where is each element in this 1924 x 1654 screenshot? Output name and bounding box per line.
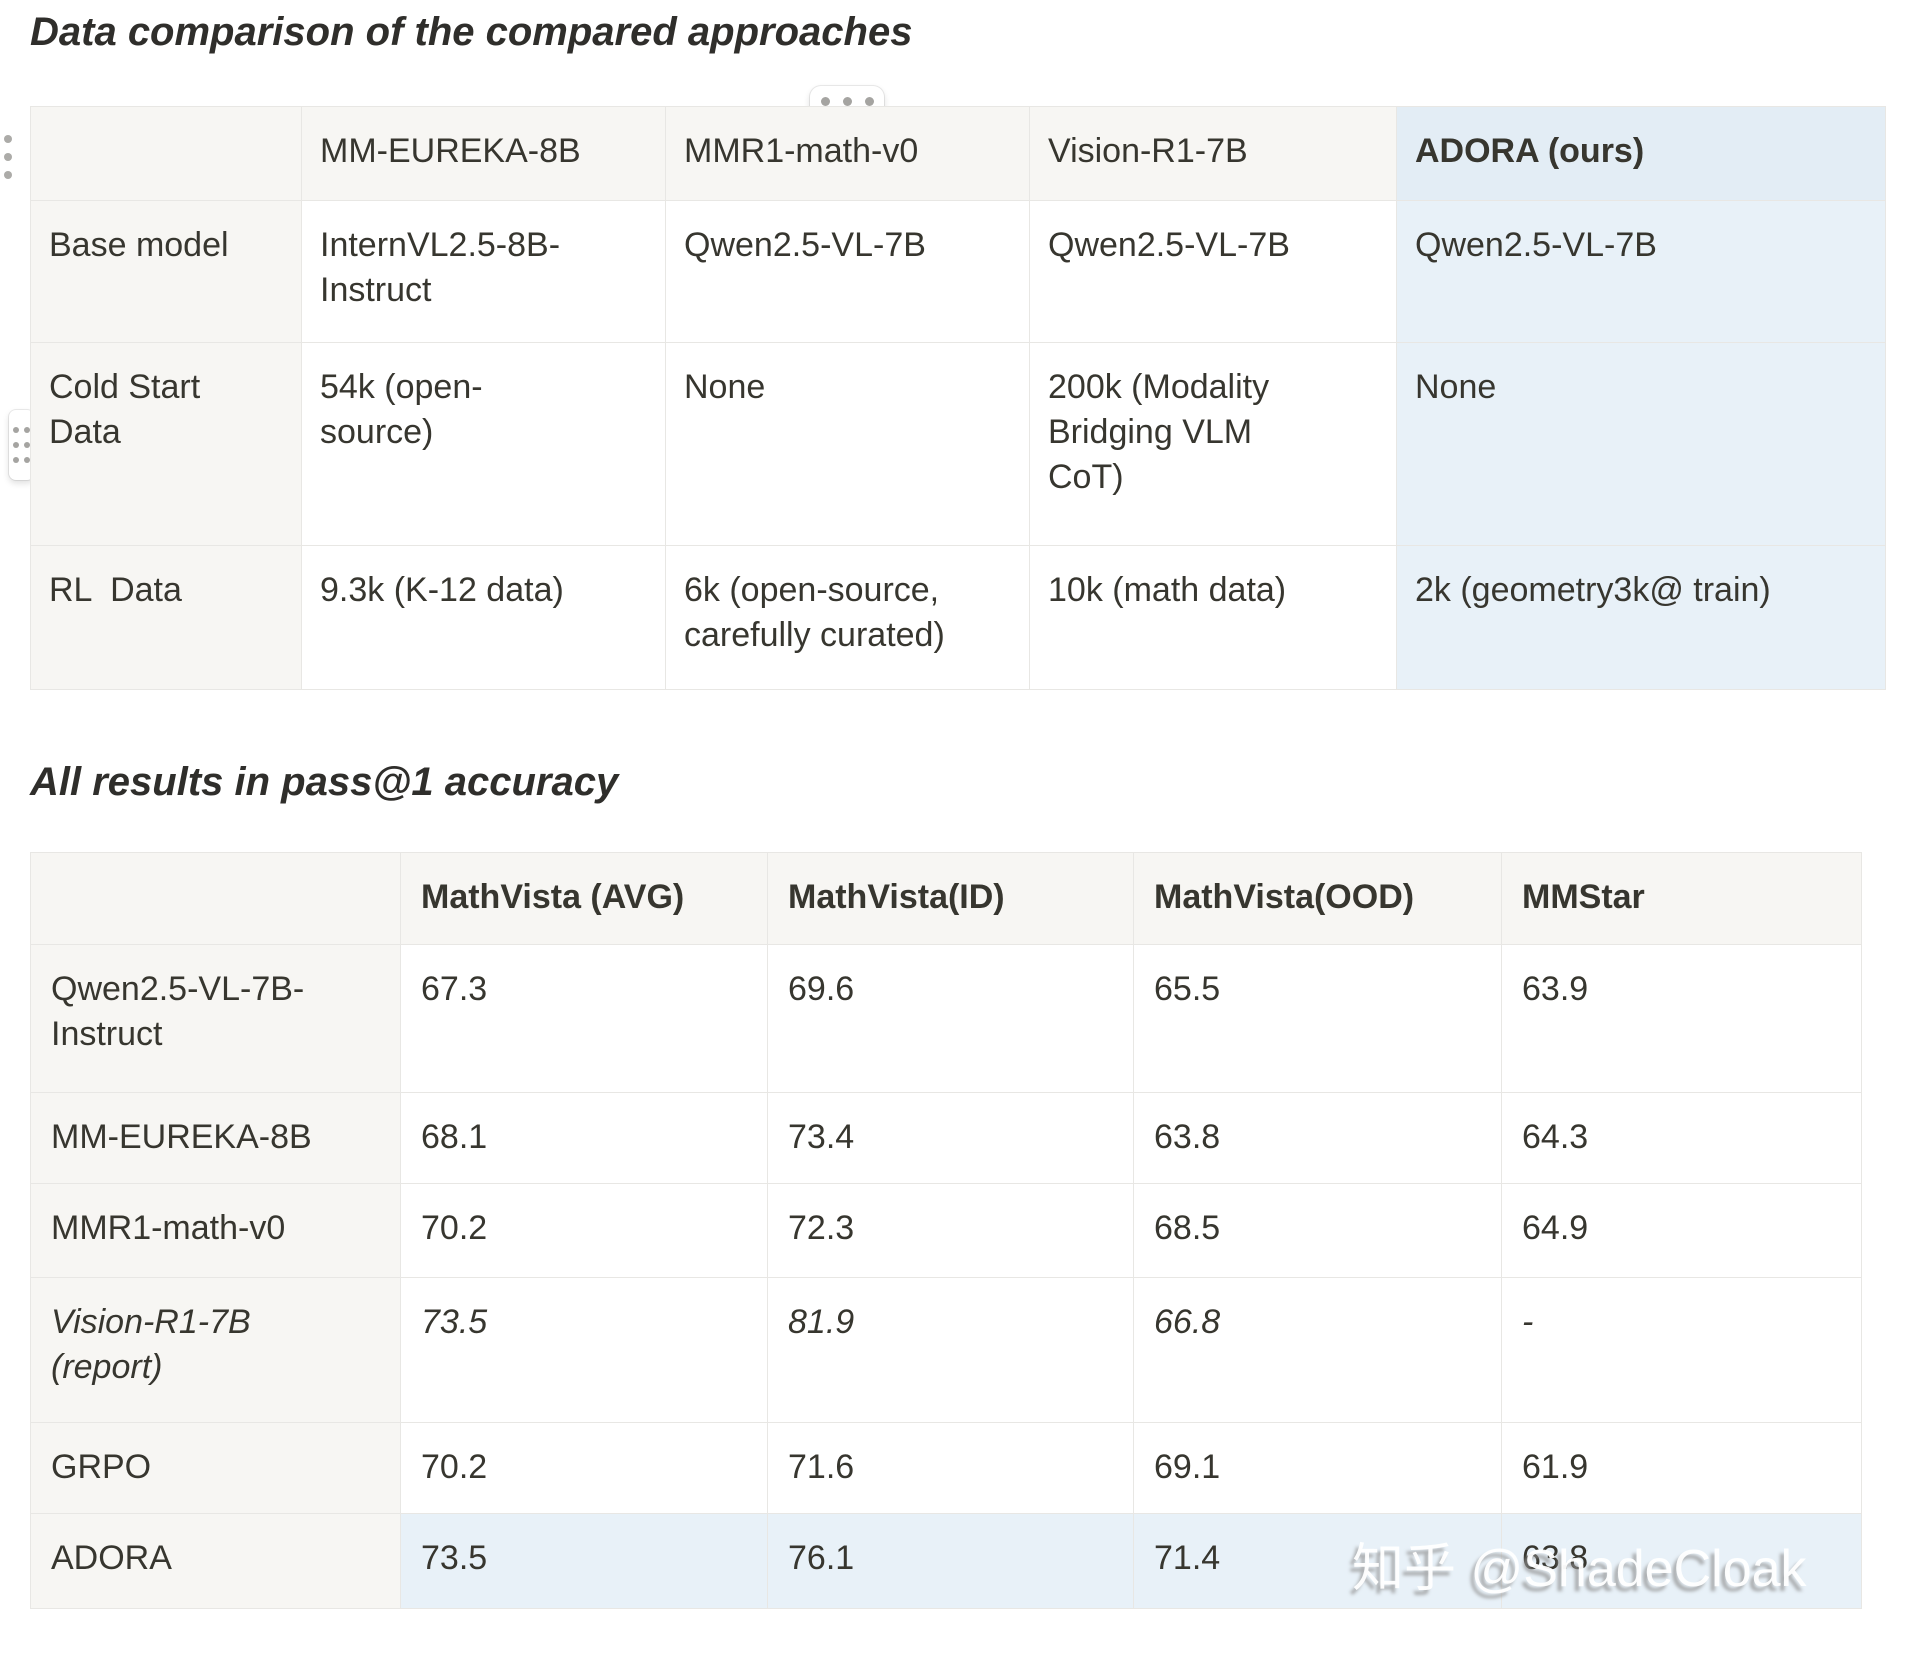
- page-title-results: All results in pass@1 accuracy: [30, 760, 619, 804]
- column-header-mathvista-avg[interactable]: MathVista (AVG): [400, 852, 768, 945]
- table-row: RL Data 9.3k (K-12 data) 6k (open-source…: [30, 545, 1886, 690]
- table-cell[interactable]: 9.3k (K-12 data): [301, 545, 666, 690]
- column-header-mathvista-ood[interactable]: MathVista(OOD): [1133, 852, 1502, 945]
- table-cell[interactable]: 63.8: [1133, 1092, 1502, 1184]
- table-cell[interactable]: 71.6: [767, 1422, 1134, 1514]
- row-label[interactable]: MMR1-math-v0: [30, 1183, 401, 1278]
- block-drag-handle-icon[interactable]: [4, 135, 12, 179]
- table-cell[interactable]: None: [1396, 342, 1886, 546]
- watermark: 知乎 @ShadeCloak: [1352, 1540, 1807, 1598]
- row-label[interactable]: Vision-R1-7B (report): [30, 1277, 401, 1423]
- table-cell[interactable]: 69.6: [767, 944, 1134, 1093]
- table-cell[interactable]: 64.9: [1501, 1183, 1862, 1278]
- table-cell[interactable]: 64.3: [1501, 1092, 1862, 1184]
- table-row: Base model InternVL2.5-8B- Instruct Qwen…: [30, 200, 1886, 343]
- row-label[interactable]: MM-EUREKA-8B: [30, 1092, 401, 1184]
- row-label[interactable]: RL Data: [30, 545, 302, 690]
- table-cell[interactable]: 73.4: [767, 1092, 1134, 1184]
- table-cell[interactable]: 76.1: [767, 1513, 1134, 1609]
- table-cell[interactable]: 72.3: [767, 1183, 1134, 1278]
- table-cell[interactable]: 6k (open-source, carefully curated): [665, 545, 1030, 690]
- table-cell[interactable]: 70.2: [400, 1183, 768, 1278]
- data-comparison-table: MM-EUREKA-8B MMR1-math-v0 Vision-R1-7B A…: [30, 106, 1886, 690]
- table-row: ADORA 73.5 76.1 71.4 63.8: [30, 1513, 1862, 1609]
- table-cell[interactable]: 73.5: [400, 1513, 768, 1609]
- table-row: Qwen2.5-VL-7B- Instruct 67.3 69.6 65.5 6…: [30, 944, 1862, 1093]
- table-cell[interactable]: 73.5: [400, 1277, 768, 1423]
- table-cell[interactable]: 2k (geometry3k@ train): [1396, 545, 1886, 690]
- table-cell[interactable]: 61.9: [1501, 1422, 1862, 1514]
- table-cell[interactable]: 71.4: [1133, 1513, 1502, 1609]
- table-cell[interactable]: 63.8: [1501, 1513, 1862, 1609]
- page-title-data-comparison: Data comparison of the compared approach…: [30, 10, 913, 54]
- table-cell[interactable]: None: [665, 342, 1030, 546]
- corner-header-cell[interactable]: [30, 852, 401, 945]
- row-label[interactable]: GRPO: [30, 1422, 401, 1514]
- table-row: MMR1-math-v0 70.2 72.3 68.5 64.9: [30, 1183, 1862, 1278]
- table-cell[interactable]: 69.1: [1133, 1422, 1502, 1514]
- row-label[interactable]: Base model: [30, 200, 302, 343]
- column-header-mmstar[interactable]: MMStar: [1501, 852, 1862, 945]
- table-cell[interactable]: InternVL2.5-8B- Instruct: [301, 200, 666, 343]
- table-cell[interactable]: 81.9: [767, 1277, 1134, 1423]
- table-cell[interactable]: 200k (Modality Bridging VLM CoT): [1029, 342, 1397, 546]
- table-cell[interactable]: 10k (math data): [1029, 545, 1397, 690]
- corner-header-cell[interactable]: [30, 106, 302, 201]
- table-cell[interactable]: 65.5: [1133, 944, 1502, 1093]
- column-header-vision-r1[interactable]: Vision-R1-7B: [1029, 106, 1397, 201]
- table-cell[interactable]: 66.8: [1133, 1277, 1502, 1423]
- column-header-mmr1[interactable]: MMR1-math-v0: [665, 106, 1030, 201]
- table-row: Cold Start Data 54k (open- source) None …: [30, 342, 1886, 546]
- table-row: GRPO 70.2 71.6 69.1 61.9: [30, 1422, 1862, 1514]
- table-cell[interactable]: Qwen2.5-VL-7B: [1396, 200, 1886, 343]
- row-label[interactable]: ADORA: [30, 1513, 401, 1609]
- table-row: Vision-R1-7B (report) 73.5 81.9 66.8 -: [30, 1277, 1862, 1423]
- row-label[interactable]: Cold Start Data: [30, 342, 302, 546]
- table-cell[interactable]: 70.2: [400, 1422, 768, 1514]
- table-cell[interactable]: 68.5: [1133, 1183, 1502, 1278]
- table-cell[interactable]: -: [1501, 1277, 1862, 1423]
- table-cell[interactable]: 54k (open- source): [301, 342, 666, 546]
- column-header-mathvista-id[interactable]: MathVista(ID): [767, 852, 1134, 945]
- row-label[interactable]: Qwen2.5-VL-7B- Instruct: [30, 944, 401, 1093]
- table-cell[interactable]: 67.3: [400, 944, 768, 1093]
- table-cell[interactable]: 68.1: [400, 1092, 768, 1184]
- table-cell[interactable]: Qwen2.5-VL-7B: [665, 200, 1030, 343]
- row-drag-handle-icon[interactable]: [9, 410, 34, 480]
- column-header-adora[interactable]: ADORA (ours): [1396, 106, 1886, 201]
- table-cell[interactable]: Qwen2.5-VL-7B: [1029, 200, 1397, 343]
- table-cell[interactable]: 63.9: [1501, 944, 1862, 1093]
- column-header-mm-eureka[interactable]: MM-EUREKA-8B: [301, 106, 666, 201]
- table-row: MM-EUREKA-8B 68.1 73.4 63.8 64.3: [30, 1092, 1862, 1184]
- results-table: MathVista (AVG) MathVista(ID) MathVista(…: [30, 852, 1862, 1609]
